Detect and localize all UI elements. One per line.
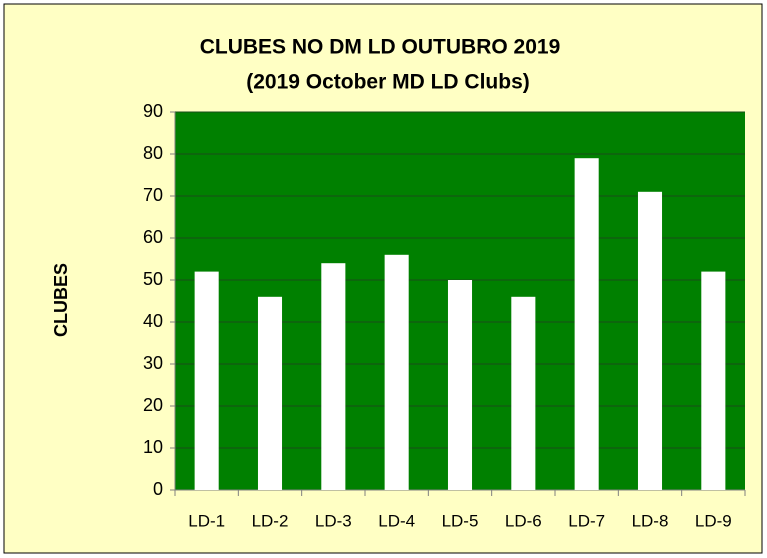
- x-tick-label: LD-2: [252, 511, 289, 530]
- y-tick-label: 80: [143, 143, 163, 163]
- bar: [574, 158, 599, 490]
- y-tick-label: 70: [143, 185, 163, 205]
- y-tick-label: 50: [143, 269, 163, 289]
- bar: [257, 296, 283, 490]
- y-tick-label: 10: [143, 437, 163, 457]
- bar: [384, 254, 409, 490]
- chart-subtitle: (2019 October MD LD Clubs): [246, 71, 530, 94]
- x-tick-label: LD-8: [632, 511, 669, 530]
- x-tick-label: LD-6: [505, 511, 542, 530]
- bar: [701, 271, 726, 490]
- bar: [194, 271, 219, 490]
- x-tick-label: LD-3: [315, 511, 352, 530]
- x-tick-label: LD-4: [378, 511, 415, 530]
- x-tick-label: LD-9: [695, 511, 732, 530]
- bar: [637, 191, 663, 491]
- x-tick-label: LD-1: [188, 511, 225, 530]
- bar: [511, 296, 536, 490]
- x-tick-label: LD-7: [568, 511, 605, 530]
- y-tick-label: 20: [143, 395, 163, 415]
- bar: [321, 263, 346, 490]
- y-axis-label: CLUBES: [51, 263, 71, 337]
- y-tick-label: 40: [143, 311, 163, 331]
- y-tick-label: 60: [143, 227, 163, 247]
- chart-title: CLUBES NO DM LD OUTUBRO 2019: [200, 36, 561, 59]
- bar: [447, 280, 473, 490]
- y-tick-label: 90: [143, 101, 163, 121]
- y-tick-label: 30: [143, 353, 163, 373]
- y-tick-label: 0: [153, 479, 163, 499]
- x-tick-label: LD-5: [442, 511, 479, 530]
